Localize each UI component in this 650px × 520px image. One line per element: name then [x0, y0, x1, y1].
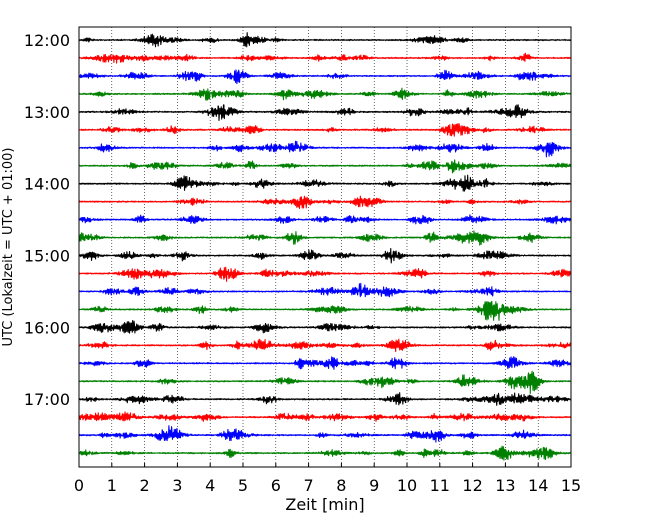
- x-axis-label: Zeit [min]: [285, 495, 364, 514]
- trace-line: [78, 411, 572, 422]
- trace-line: [78, 282, 572, 298]
- trace-line: [78, 445, 572, 461]
- trace-line: [78, 159, 572, 174]
- x-tick-label: 3: [172, 476, 182, 495]
- plot-frame: [78, 26, 572, 468]
- trace-line: [78, 32, 572, 48]
- trace-line: [78, 300, 572, 321]
- y-tick-label: 14:00: [24, 175, 70, 194]
- trace-line: [78, 356, 572, 370]
- y-tick-label: 16:00: [24, 318, 70, 337]
- y-tick-label: 12:00: [24, 31, 70, 50]
- x-tick-label: 10: [397, 476, 417, 495]
- x-tick-label: 13: [495, 476, 515, 495]
- y-tick-label: 13:00: [24, 103, 70, 122]
- x-tick-label: 14: [528, 476, 548, 495]
- trace-line: [78, 214, 572, 225]
- x-tick-label: 4: [205, 476, 215, 495]
- trace-line: [78, 52, 572, 64]
- y-axis-label: UTC (Lokalzeit = UTC + 01:00): [1, 148, 16, 347]
- trace-line: [78, 104, 572, 122]
- grid-lines: [111, 27, 539, 467]
- x-axis-ticks: 0 1 2 3 4 5 6 7 8 9 10 11 12 13 14 15: [74, 463, 581, 495]
- trace-line: [78, 392, 572, 406]
- y-tick-label: 15:00: [24, 247, 70, 266]
- trace-line: [78, 320, 572, 334]
- trace-line: [78, 195, 572, 209]
- x-tick-label: 8: [336, 476, 346, 495]
- trace-line: [78, 123, 572, 137]
- x-tick-label: 6: [271, 476, 281, 495]
- y-axis-ticks: 12:00 13:00 14:00 15:00 16:00 17:00: [24, 31, 83, 409]
- trace-line: [78, 87, 572, 101]
- trace-line: [78, 370, 572, 394]
- trace-line: [78, 425, 572, 443]
- x-tick-label: 2: [140, 476, 150, 495]
- trace-line: [78, 174, 572, 192]
- trace-line: [78, 140, 572, 158]
- x-tick-label: 12: [462, 476, 482, 495]
- x-tick-label: 0: [74, 476, 84, 495]
- x-tick-label: 9: [369, 476, 379, 495]
- y-tick-label: 17:00: [24, 390, 70, 409]
- x-tick-label: 1: [107, 476, 117, 495]
- trace-line: [78, 338, 572, 353]
- x-tick-label: 15: [561, 476, 581, 495]
- trace-line: [78, 247, 572, 264]
- trace-line: [78, 230, 572, 246]
- x-tick-label: 11: [430, 476, 450, 495]
- x-tick-label: 5: [238, 476, 248, 495]
- x-tick-label: 7: [304, 476, 314, 495]
- trace-line: [78, 69, 572, 85]
- seismic-traces: [78, 32, 572, 461]
- trace-line: [78, 266, 572, 282]
